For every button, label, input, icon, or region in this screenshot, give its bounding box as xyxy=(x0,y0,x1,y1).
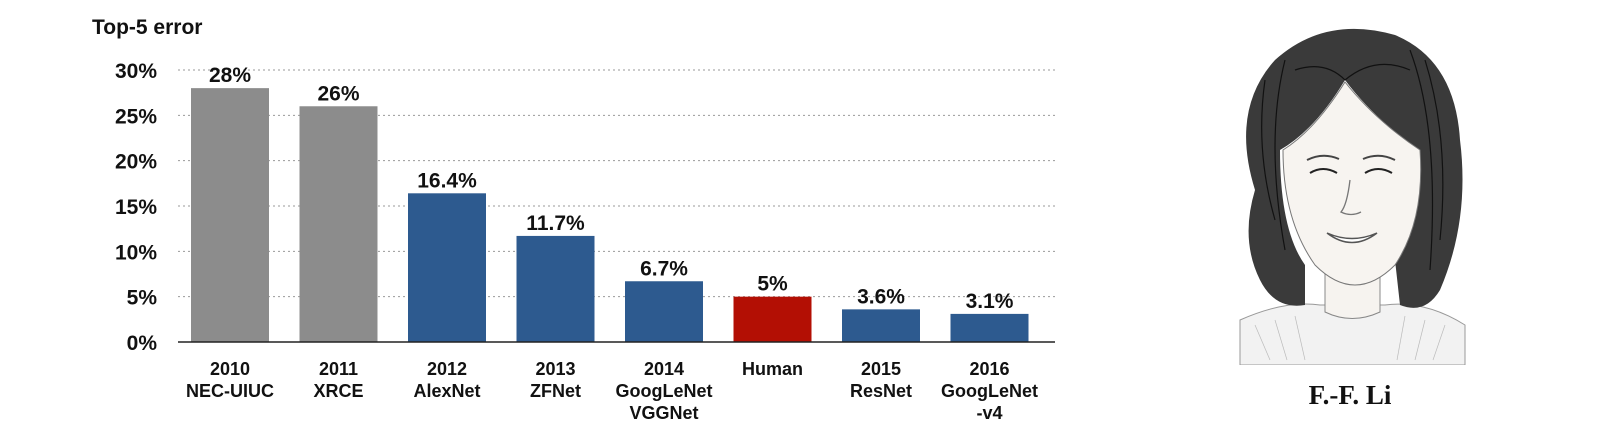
bar-value-label: 3.6% xyxy=(857,285,905,308)
x-category-label: ZFNet xyxy=(530,381,581,401)
x-category-label: Human xyxy=(742,359,803,379)
x-category-label: VGGNet xyxy=(629,403,698,423)
portrait-caption: F.-F. Li xyxy=(1308,380,1392,410)
bar-value-label: 3.1% xyxy=(966,290,1014,313)
x-category-label: GoogLeNet xyxy=(941,381,1038,401)
bar xyxy=(408,193,486,342)
bar xyxy=(842,309,920,342)
y-tick-label: 20% xyxy=(115,151,157,174)
bar-value-label: 5% xyxy=(757,273,788,296)
bar xyxy=(516,235,595,342)
bar-value-label: 6.7% xyxy=(640,257,688,280)
bar xyxy=(733,296,812,342)
bar-value-label: 28% xyxy=(209,64,251,87)
bar xyxy=(191,88,269,342)
bar-chart: Top-5 error 0% 5% 10% 15% 20% 25% 30% 28% 2010N… xyxy=(92,16,1055,423)
chart-title: Top-5 error xyxy=(92,16,202,39)
y-tick-label: 5% xyxy=(127,287,158,310)
x-category-label: ResNet xyxy=(850,381,912,401)
portrait-illustration xyxy=(1225,20,1475,366)
y-tick-label: 10% xyxy=(115,241,157,264)
x-category-label: 2012 xyxy=(427,359,467,379)
bar-value-label: 16.4% xyxy=(417,169,477,192)
x-category-label: 2015 xyxy=(861,359,901,379)
x-category-label: 2016 xyxy=(969,359,1009,379)
x-category-label: 2010 xyxy=(210,359,250,379)
y-tick-label: 25% xyxy=(115,105,157,128)
y-tick-label: 0% xyxy=(127,332,158,355)
x-category-label: -v4 xyxy=(976,403,1002,423)
bar-value-label: 26% xyxy=(317,82,359,105)
x-category-label: 2014 xyxy=(644,359,684,379)
x-category-label: AlexNet xyxy=(413,381,480,401)
y-tick-label: 15% xyxy=(115,196,157,219)
x-category-label: NEC-UIUC xyxy=(186,381,274,401)
x-category-label: 2013 xyxy=(535,359,575,379)
bar xyxy=(950,313,1029,342)
x-category-label: 2011 xyxy=(319,359,358,379)
bar xyxy=(299,106,378,343)
y-tick-label: 30% xyxy=(115,60,157,83)
bar xyxy=(625,281,703,342)
x-category-label: GoogLeNet xyxy=(616,381,713,401)
bar-value-label: 11.7% xyxy=(526,212,585,235)
x-category-label: XRCE xyxy=(313,381,363,401)
